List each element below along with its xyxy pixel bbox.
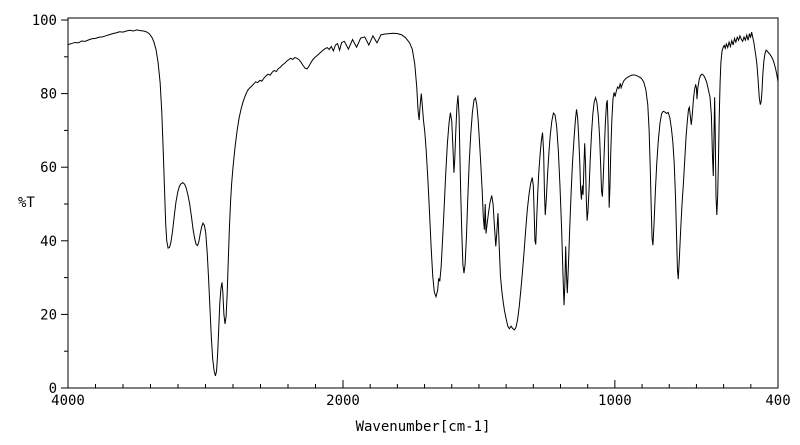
y-tick-label: 100 <box>32 13 57 29</box>
x-tick-label: 1000 <box>598 393 632 409</box>
y-tick-label: 80 <box>40 87 57 103</box>
y-tick-label: 60 <box>40 160 57 176</box>
plot-frame <box>67 17 779 389</box>
y-tick-label: 0 <box>49 381 57 397</box>
spectrum-curve <box>67 29 779 376</box>
x-axis-title: Wavenumber[cm-1] <box>356 419 491 435</box>
y-axis-title: %T <box>18 195 35 211</box>
y-tick-label: 40 <box>40 234 57 250</box>
x-tick-label: 4000 <box>51 393 85 409</box>
y-tick-label: 20 <box>40 307 57 323</box>
x-tick-label: 2000 <box>326 393 360 409</box>
x-tick-label: 400 <box>765 393 790 409</box>
